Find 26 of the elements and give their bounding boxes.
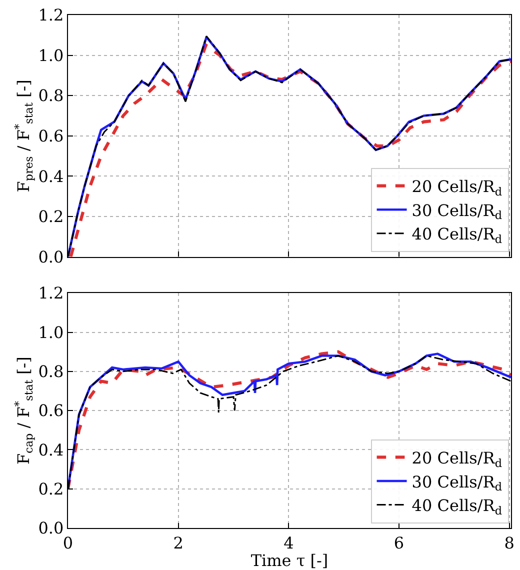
y-tick-label: 0.0 — [38, 518, 64, 538]
y-tick-label: 0.8 — [38, 362, 64, 382]
x-tick-label: 4 — [284, 533, 294, 552]
x-axis-title: Time τ [-] — [250, 551, 328, 570]
x-tick-label: 0 — [62, 533, 74, 552]
y-tick-label: 0.6 — [38, 401, 64, 420]
y-tick-label: 0.0 — [38, 247, 64, 266]
y-tick-label: 1.2 — [38, 284, 64, 303]
x-tick-label: 8 — [504, 533, 514, 552]
legend-label: 20 Cells/R$_{d}$ — [412, 177, 502, 198]
y-tick-label: 1.0 — [38, 46, 64, 65]
y-tick-label: 0.8 — [38, 86, 64, 106]
y-tick-label: 0.4 — [38, 440, 64, 460]
y-tick-label: 0.2 — [38, 479, 64, 498]
legend-label: 20 Cells/R$_{d}$ — [412, 448, 502, 470]
legend-label: 40 Cells/R$_{d}$ — [412, 496, 502, 518]
legend-label: 30 Cells/R$_{d}$ — [412, 472, 502, 494]
y-tick-label: 1.2 — [38, 6, 64, 25]
x-tick-label: 2 — [173, 533, 184, 552]
y-tick-label: 0.2 — [38, 207, 64, 226]
legend-label: 30 Cells/R$_{d}$ — [412, 200, 502, 222]
legend-label: 40 Cells/R$_{d}$ — [412, 224, 502, 246]
y-tick-label: 1.0 — [38, 322, 64, 342]
x-tick-label: 6 — [394, 533, 404, 552]
y-tick-label: 0.6 — [38, 126, 64, 146]
y-tick-label: 0.4 — [38, 166, 64, 186]
